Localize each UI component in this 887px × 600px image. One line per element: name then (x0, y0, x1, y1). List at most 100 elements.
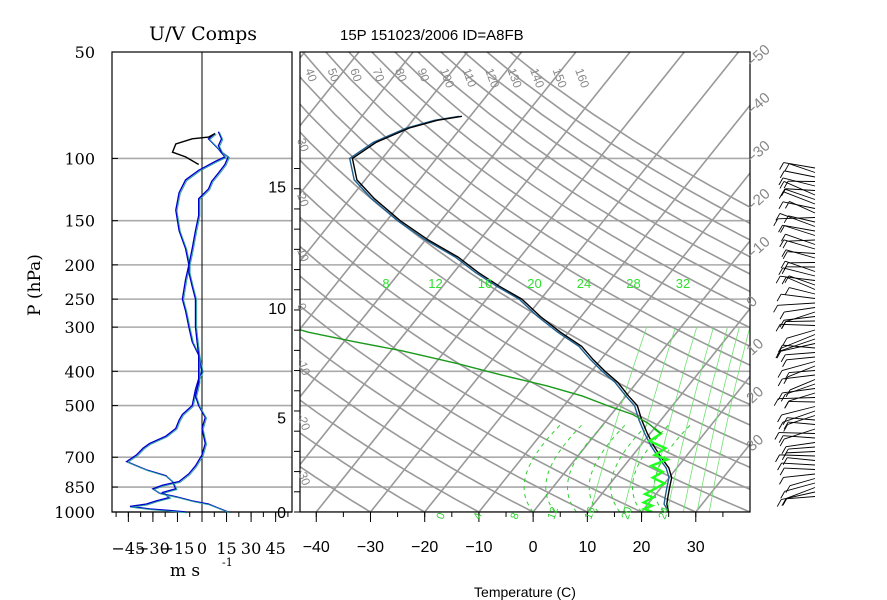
wind-barb-staff (784, 482, 816, 492)
wind-barb-staff (782, 201, 816, 209)
uv-series-line (151, 131, 230, 513)
wind-barb-staff (782, 410, 816, 423)
mixing-ratio-line (589, 326, 647, 512)
isotherm (300, 52, 414, 195)
wind-barb-flag (776, 499, 782, 507)
sounding-trace (640, 427, 671, 512)
pressure-axis-label: P (hPa) (25, 254, 45, 316)
wind-barb-flag (785, 485, 791, 493)
wind-barb-flag (780, 491, 786, 499)
wind-barb-staff (787, 457, 816, 461)
wind-barb-flag (781, 498, 787, 507)
isotherm (695, 442, 750, 512)
wind-barb-flag (779, 239, 785, 248)
wind-barb-staff (782, 344, 816, 349)
dry-adiabat (370, 52, 750, 311)
wind-barb-staff (785, 276, 816, 290)
wind-barb-staff (777, 302, 816, 306)
temperature-tick-label: −40 (303, 539, 330, 556)
wind-barb-flag (779, 170, 785, 179)
wind-barb-flag (775, 213, 781, 221)
wind-barb-staff (789, 379, 816, 391)
wind-barb-flag (784, 401, 790, 409)
wind-barb-staff (779, 454, 816, 457)
dry-adiabat (300, 304, 644, 512)
wind-barb-flag (781, 321, 787, 329)
skewt-plot-area (300, 52, 750, 512)
wind-barb-staff (788, 446, 816, 450)
dry-adiabat-label: 90 (415, 66, 433, 84)
dry-adiabat-label: 70 (370, 66, 388, 84)
wind-barb-flag (778, 435, 784, 443)
wind-barb-flag (781, 249, 787, 258)
wind-barb-staff (781, 491, 816, 500)
wind-barb-flag (775, 454, 780, 463)
wind-barb-flag (782, 240, 788, 249)
temperature-tick-label: 20 (633, 539, 651, 556)
wind-barb-staff (777, 217, 816, 220)
wind-barb-staff (781, 406, 816, 416)
moist-adiabat-dashed (610, 422, 650, 512)
wind-barb-flag (777, 370, 783, 378)
wind-barb-flag (778, 201, 784, 210)
wind-barb-flag (781, 446, 787, 454)
wind-barb-staff (783, 181, 816, 196)
wind-barb-staff (785, 233, 816, 245)
moist-adiabat-label: 0 (435, 511, 448, 521)
pressure-tick-label: 150 (64, 212, 95, 231)
left-adiabat-label: -20 (294, 411, 313, 432)
pressure-tick-label: 50 (75, 43, 95, 62)
wind-barb-flag (782, 359, 787, 367)
mixing-ratio-line (682, 326, 728, 512)
moist-adiabat-label: 12 (546, 505, 561, 521)
sounding-trace (351, 115, 673, 512)
moist-adiabat-label: 4 (472, 511, 485, 521)
uv-x-tick-label: 30 (241, 539, 261, 558)
uv-x-tick-label: 15 (216, 539, 236, 558)
isotherm-label: 0 (743, 293, 761, 311)
isotherm (315, 52, 685, 512)
temperature-tick-label: −20 (411, 539, 438, 556)
uv-series-shadow (126, 133, 227, 514)
uv-panel: 100085070050040030025020015010050−45−30−… (54, 43, 293, 558)
isotherm (640, 375, 750, 512)
wind-barb-flag (782, 251, 788, 259)
wind-barb-flag (780, 234, 786, 242)
left-adiabat-label: 0 (294, 301, 310, 312)
pressure-tick-label: 200 (64, 256, 95, 275)
wind-barb-staff (789, 478, 816, 487)
uv-x-tick-label: 45 (265, 539, 285, 558)
pressure-tick-label: 850 (64, 478, 95, 497)
isotherm-label: −10 (743, 233, 773, 263)
wind-barb-staff (785, 311, 816, 323)
isotherm (532, 239, 750, 512)
wind-barb-staff (778, 397, 816, 400)
wind-barb-staff (788, 215, 816, 223)
uv-series-line (171, 132, 216, 166)
dry-adiabat (300, 103, 750, 406)
wind-barb-flag (778, 267, 784, 276)
left-adiabat-label: -10 (294, 356, 313, 377)
isotherm-label: 30 (743, 431, 767, 455)
wind-barb-flag (780, 394, 786, 402)
dry-adiabat (300, 367, 535, 512)
wind-barb-staff (783, 316, 816, 321)
dry-adiabat (300, 431, 427, 512)
mixing-ratio-label: 32 (676, 276, 690, 291)
mixing-ratio-line (647, 326, 698, 512)
wind-barb-flag (784, 163, 790, 171)
wind-barb-flag (783, 421, 789, 430)
wind-barb-staff (784, 260, 816, 272)
wind-barb-staff (787, 415, 816, 425)
dry-adiabat (300, 75, 750, 386)
isotherm (300, 52, 631, 466)
uv-series-line (125, 132, 227, 513)
pressure-tick-label: 100 (64, 149, 95, 168)
mixing-ratio-label: 8 (382, 276, 389, 291)
isotherm-label: −50 (743, 41, 773, 71)
wind-barb-staff (784, 307, 816, 313)
left-adiabat-label: 20 (294, 191, 312, 209)
wind-barb-staff (785, 320, 816, 322)
wind-barb-flag (777, 462, 782, 471)
